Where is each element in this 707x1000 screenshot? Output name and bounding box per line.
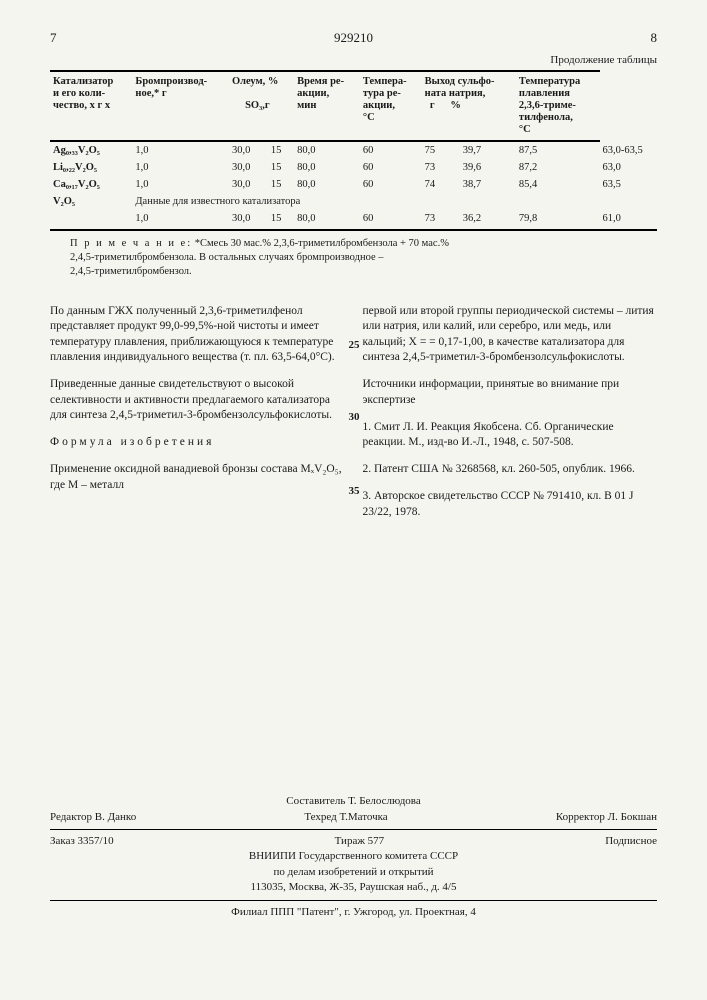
cell: 73 xyxy=(422,210,460,230)
source-2: 2. Патент США № 3268568, кл. 260-505, оп… xyxy=(363,462,658,478)
cell: 39,7 xyxy=(460,141,516,159)
cell: 63,0 xyxy=(600,159,658,176)
cell: 1,0 xyxy=(132,210,229,230)
left-column: По данным ГЖХ полученный 2,3,6-триметилф… xyxy=(50,292,345,532)
right-column: 25 30 35 первой или второй группы период… xyxy=(363,292,658,532)
cell: 1,0 xyxy=(132,159,229,176)
note-body1: *Смесь 30 мас.% 2,3,6-триметилбромбензол… xyxy=(195,238,449,249)
note-lead: П р и м е ч а н и е: xyxy=(70,238,192,249)
cell: 75 xyxy=(422,141,460,159)
cell: 15 xyxy=(268,210,294,230)
techred: Техред Т.Маточка xyxy=(304,810,387,825)
page-header: 7 929210 8 xyxy=(50,30,657,46)
cell: 60 xyxy=(360,141,422,159)
cell: 73 xyxy=(422,159,460,176)
table-row: Li₀,₂₂V₂O₅1,030,01580,0607339,687,263,0 xyxy=(50,159,657,176)
cell: 15 xyxy=(268,141,294,159)
cell: 30,0 xyxy=(229,210,268,230)
page-num-left: 7 xyxy=(50,30,57,46)
source-3: 3. Авторское свидетельство СССР № 791410… xyxy=(363,489,658,520)
formula-title: Формула изобретения xyxy=(50,435,345,451)
org2: по делам изобретений и открытий xyxy=(50,865,657,880)
cell: 85,4 xyxy=(516,176,600,193)
note-body2: 2,4,5-триметилбромбензола. В остальных с… xyxy=(70,252,383,263)
cell: 30,0 xyxy=(229,176,268,193)
left-p2: Приведенные данные свидетельствуют о выс… xyxy=(50,377,345,424)
cell: 61,0 xyxy=(600,210,658,230)
col-catalyst: Катализатори его коли-чество, х г х xyxy=(50,71,132,141)
cell: 63,5 xyxy=(600,176,658,193)
cell: 38,7 xyxy=(460,176,516,193)
cell: 87,2 xyxy=(516,159,600,176)
col-temp-react: Темпера-тура ре-акции,°C xyxy=(360,71,422,141)
cell xyxy=(50,210,132,230)
table-footnote: П р и м е ч а н и е: *Смесь 30 мас.% 2,3… xyxy=(70,237,657,278)
cell: 80,0 xyxy=(294,176,360,193)
right-p1: первой или второй группы периодической с… xyxy=(363,304,658,366)
editor: Редактор В. Данко xyxy=(50,810,136,825)
cell: 36,2 xyxy=(460,210,516,230)
org1: ВНИИПИ Государственного комитета СССР xyxy=(50,849,657,864)
table-row: 1,030,01580,0607336,279,861,0 xyxy=(50,210,657,230)
cell-catalyst: Ag₀,₃₃V₂O₅ xyxy=(50,141,132,159)
known-label-row: V₂O₅Данные для известного катализатора xyxy=(50,193,657,210)
line-25: 25 xyxy=(349,338,360,353)
cell: 87,5 xyxy=(516,141,600,159)
note-body3: 2,4,5-триметилбромбензол. xyxy=(70,266,192,277)
left-p1: По данным ГЖХ полученный 2,3,6-триметилф… xyxy=(50,304,345,366)
col-oleum: Олеум, % SO₃,г xyxy=(229,71,294,141)
cell: 79,8 xyxy=(516,210,600,230)
compiler: Составитель Т. Белослюдова xyxy=(50,794,657,809)
cell: 1,0 xyxy=(132,176,229,193)
cell: 80,0 xyxy=(294,141,360,159)
cell-catalyst: Li₀,₂₂V₂O₅ xyxy=(50,159,132,176)
addr2: Филиал ППП "Патент", г. Ужгород, ул. Про… xyxy=(50,905,657,920)
col-yield: Выход сульфо-ната натрия, г % xyxy=(422,71,516,141)
cell: 60 xyxy=(360,210,422,230)
source-1: 1. Смит Л. И. Реакция Якобсена. Сб. Орга… xyxy=(363,420,658,451)
cell: 1,0 xyxy=(132,141,229,159)
known-label: Данные для известного катализатора xyxy=(132,193,657,210)
table-row: Ag₀,₃₃V₂O₅1,030,01580,0607539,787,563,0-… xyxy=(50,141,657,159)
cell-catalyst: Ca₀,₁₇V₂O₅ xyxy=(50,176,132,193)
table-row: Ca₀,₁₇V₂O₅1,030,01580,0607438,785,463,5 xyxy=(50,176,657,193)
catalyst-table: Катализатори его коли-чество, х г х Бром… xyxy=(50,70,657,231)
patent-number: 929210 xyxy=(334,30,373,46)
cell-catalyst: V₂O₅ xyxy=(50,193,132,210)
sources-title: Источники информации, принятые во вниман… xyxy=(363,377,658,408)
cell: 60 xyxy=(360,176,422,193)
signed: Подписное xyxy=(605,834,657,849)
col-temp-melt: Температураплавления2,3,6-триме-тилфенол… xyxy=(516,71,600,141)
imprint-footer: Составитель Т. Белослюдова Редактор В. Д… xyxy=(50,794,657,920)
col-time: Время ре-акции,мин xyxy=(294,71,360,141)
addr1: 113035, Москва, Ж-35, Раушская наб., д. … xyxy=(50,880,657,895)
col-bromo: Бромпроизвод-ное,* г xyxy=(132,71,229,141)
cell: 80,0 xyxy=(294,159,360,176)
body-columns: По данным ГЖХ полученный 2,3,6-триметилф… xyxy=(50,292,657,532)
cell: 15 xyxy=(268,176,294,193)
cell: 30,0 xyxy=(229,159,268,176)
cell: 60 xyxy=(360,159,422,176)
cell: 80,0 xyxy=(294,210,360,230)
left-p3: Применение оксидной ванадиевой бронзы со… xyxy=(50,462,345,493)
cell: 30,0 xyxy=(229,141,268,159)
order: Заказ 3357/10 xyxy=(50,834,114,849)
cell: 63,0-63,5 xyxy=(600,141,658,159)
cell: 15 xyxy=(268,159,294,176)
line-30: 30 xyxy=(349,410,360,425)
table-continuation: Продолжение таблицы xyxy=(50,54,657,66)
cell: 39,6 xyxy=(460,159,516,176)
cell: 74 xyxy=(422,176,460,193)
page-num-right: 8 xyxy=(651,30,658,46)
line-35: 35 xyxy=(349,484,360,499)
corrector: Корректор Л. Бокшан xyxy=(556,810,657,825)
tirage: Тираж 577 xyxy=(335,834,385,849)
